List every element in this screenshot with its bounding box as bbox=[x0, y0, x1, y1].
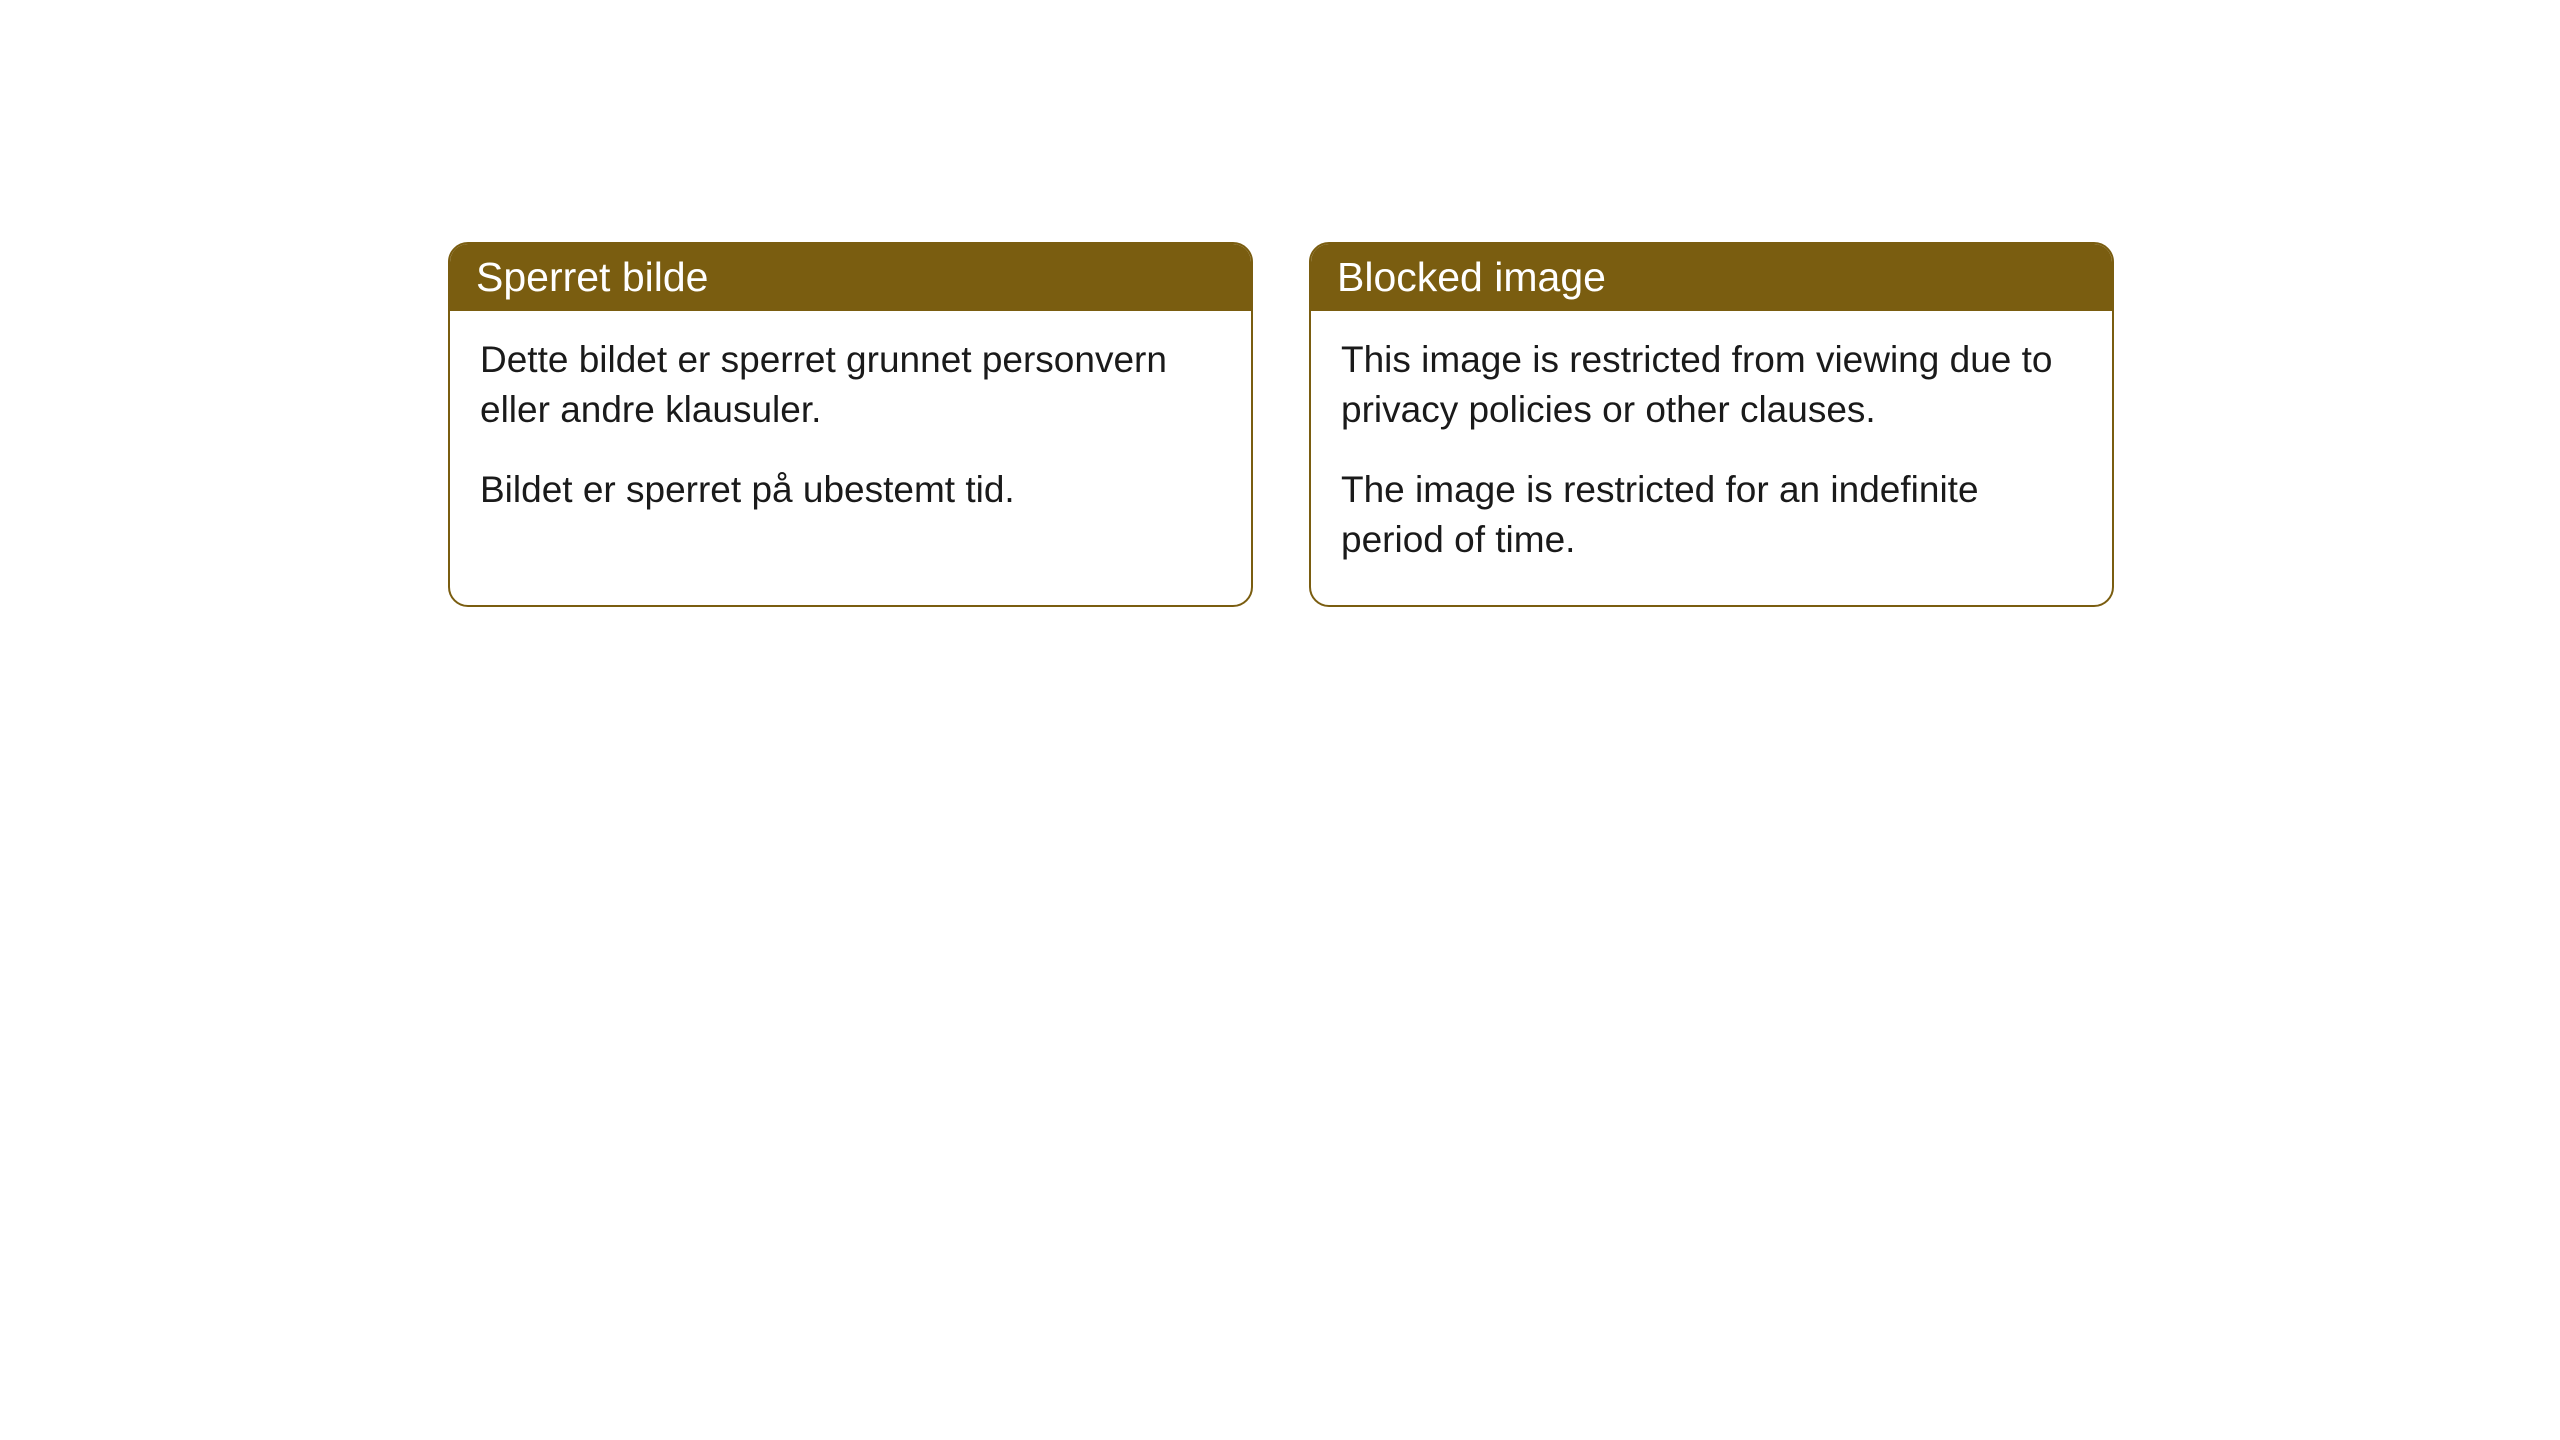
blocked-image-card-english: Blocked image This image is restricted f… bbox=[1309, 242, 2114, 607]
blocked-image-card-norwegian: Sperret bilde Dette bildet er sperret gr… bbox=[448, 242, 1253, 607]
notice-cards-container: Sperret bilde Dette bildet er sperret gr… bbox=[448, 242, 2114, 607]
card-paragraph-norwegian-2: Bildet er sperret på ubestemt tid. bbox=[480, 465, 1221, 515]
card-header-english: Blocked image bbox=[1311, 244, 2112, 311]
card-paragraph-english-2: The image is restricted for an indefinit… bbox=[1341, 465, 2082, 565]
card-body-english: This image is restricted from viewing du… bbox=[1311, 311, 2112, 605]
card-paragraph-norwegian-1: Dette bildet er sperret grunnet personve… bbox=[480, 335, 1221, 435]
card-title-english: Blocked image bbox=[1337, 254, 1606, 300]
card-header-norwegian: Sperret bilde bbox=[450, 244, 1251, 311]
card-paragraph-english-1: This image is restricted from viewing du… bbox=[1341, 335, 2082, 435]
card-title-norwegian: Sperret bilde bbox=[476, 254, 708, 300]
card-body-norwegian: Dette bildet er sperret grunnet personve… bbox=[450, 311, 1251, 555]
